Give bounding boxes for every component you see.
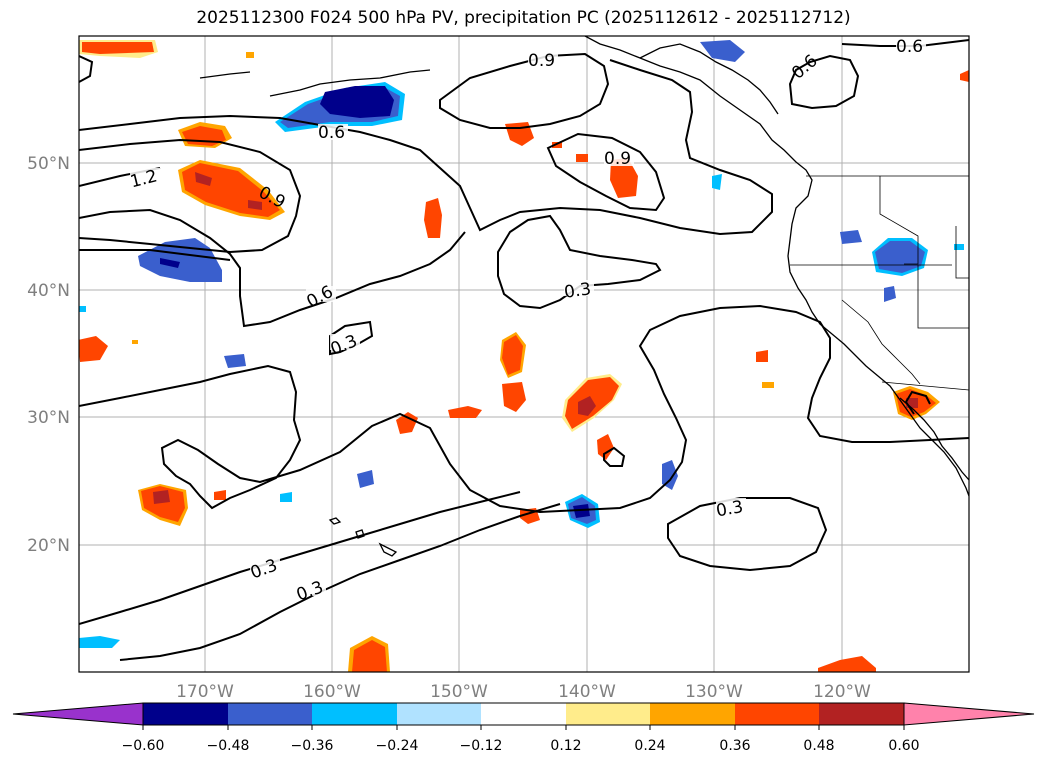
colorbar: −0.60 −0.48 −0.36 −0.24 −0.12 0.12 0.24 … [12,702,1035,754]
colorbar-tick: 0.12 [550,738,581,754]
colorbar-swatch [481,703,566,725]
colorbar-tick: 0.24 [634,738,665,754]
negative-precip-areas [79,40,964,648]
contour-label: 0.6 [318,123,345,143]
colorbar-tick: −0.24 [376,738,419,754]
colorbar-swatch [819,703,904,725]
contour-label: 0.6 [896,37,923,57]
colorbar-extend-low [12,702,144,726]
lon-label-120w: 120°W [813,682,871,702]
lat-label-30n: 30°N [27,408,70,428]
latitude-labels: 50°N 40°N 30°N 20°N [27,154,70,556]
colorbar-swatch [397,703,481,725]
colorbar-swatch [735,703,819,725]
colorbar-swatch [228,703,312,725]
colorbar-tick: −0.60 [122,738,165,754]
lon-label-170w: 170°W [176,682,234,702]
contour-label: 0.9 [528,51,555,71]
colorbar-outline [142,702,905,726]
lat-label-20n: 20°N [27,536,70,556]
lat-label-50n: 50°N [27,154,70,174]
colorbar-tick: 0.48 [803,738,834,754]
colorbar-swatch [312,703,397,725]
lon-label-160w: 160°W [303,682,361,702]
colorbar-tick: −0.36 [291,738,334,754]
political-borders [790,175,969,391]
graticule [79,36,969,672]
colorbar-tick: 0.36 [719,738,750,754]
contour-label: 0.9 [604,149,631,169]
map-area: 0.6 0.9 0.6 1.2 0.9 0.9 0.6 0.6 0.3 0.3 … [79,36,969,672]
contour-labels: 0.6 0.9 0.6 1.2 0.9 0.9 0.6 0.6 0.3 0.3 … [128,37,926,605]
positive-precip-areas [79,40,969,672]
chart-title: 2025112300 F024 500 hPa PV, precipitatio… [196,8,851,28]
colorbar-swatch [143,703,228,725]
lon-label-140w: 140°W [558,682,616,702]
colorbar-swatch [650,703,735,725]
lon-label-150w: 150°W [430,682,488,702]
colorbar-swatch [566,703,650,725]
colorbar-tick: 0.60 [888,738,919,754]
contour-label: 0.3 [715,497,745,521]
lon-label-130w: 130°W [685,682,743,702]
longitude-labels: 170°W 160°W 150°W 140°W 130°W 120°W [176,682,871,702]
colorbar-extend-high [903,702,1035,726]
map-frame [78,35,970,673]
contour-label: 0.3 [563,279,593,303]
lat-label-40n: 40°N [27,281,70,301]
colorbar-tick: −0.48 [207,738,250,754]
colorbar-tick: −0.12 [460,738,503,754]
